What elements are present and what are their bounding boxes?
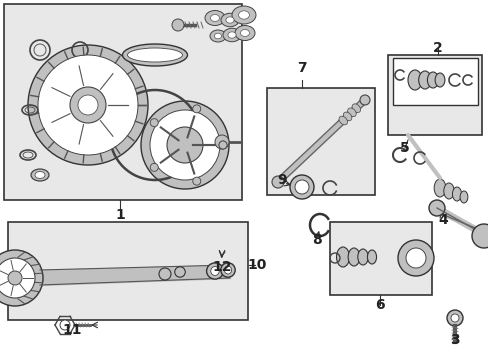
Bar [392, 58, 477, 105]
Bar [266, 88, 374, 195]
Circle shape [0, 258, 35, 298]
Text: 10: 10 [247, 258, 266, 272]
Circle shape [192, 177, 201, 185]
Text: 9: 9 [277, 173, 286, 187]
Circle shape [172, 19, 183, 31]
Circle shape [219, 141, 226, 149]
Ellipse shape [127, 48, 182, 62]
Ellipse shape [227, 32, 236, 38]
Circle shape [450, 314, 458, 322]
Ellipse shape [433, 179, 445, 197]
Text: 12: 12 [212, 260, 231, 274]
Ellipse shape [343, 112, 351, 121]
Ellipse shape [35, 171, 45, 179]
Ellipse shape [347, 108, 355, 117]
Ellipse shape [238, 11, 249, 19]
Circle shape [150, 163, 158, 171]
Circle shape [78, 95, 98, 115]
Circle shape [471, 224, 488, 248]
Circle shape [289, 175, 313, 199]
Circle shape [215, 135, 228, 149]
Ellipse shape [214, 33, 221, 39]
Ellipse shape [357, 249, 367, 265]
Ellipse shape [347, 248, 359, 266]
Circle shape [8, 271, 22, 285]
Text: 11: 11 [62, 323, 81, 337]
Ellipse shape [159, 268, 171, 280]
Ellipse shape [240, 30, 249, 36]
Circle shape [219, 141, 226, 149]
Ellipse shape [209, 30, 225, 42]
Ellipse shape [427, 72, 438, 88]
Text: 6: 6 [374, 298, 384, 312]
Bar [387, 55, 481, 135]
Circle shape [141, 101, 228, 189]
Ellipse shape [235, 26, 254, 40]
Ellipse shape [225, 17, 234, 23]
Ellipse shape [210, 266, 219, 275]
Ellipse shape [221, 13, 239, 27]
Circle shape [271, 176, 284, 188]
Circle shape [70, 87, 106, 123]
Ellipse shape [221, 263, 235, 277]
Ellipse shape [31, 169, 49, 181]
Text: 5: 5 [399, 141, 409, 155]
Circle shape [60, 320, 70, 330]
Bar [329, 222, 431, 295]
Ellipse shape [122, 44, 187, 66]
Circle shape [294, 180, 308, 194]
Ellipse shape [174, 267, 185, 277]
Circle shape [167, 127, 203, 163]
Ellipse shape [336, 247, 349, 267]
Circle shape [150, 119, 158, 127]
Ellipse shape [366, 250, 376, 264]
Text: 7: 7 [297, 61, 306, 75]
Ellipse shape [351, 104, 360, 113]
Ellipse shape [451, 187, 461, 201]
Bar [8, 222, 247, 320]
Ellipse shape [206, 263, 223, 279]
Circle shape [359, 95, 369, 105]
Circle shape [28, 45, 148, 165]
Ellipse shape [231, 6, 256, 24]
Circle shape [446, 310, 462, 326]
Ellipse shape [443, 183, 453, 199]
Circle shape [0, 250, 43, 306]
Circle shape [405, 248, 425, 268]
Circle shape [428, 200, 444, 216]
Text: 8: 8 [311, 233, 321, 247]
Ellipse shape [223, 28, 241, 42]
Circle shape [192, 105, 201, 113]
Text: 4: 4 [437, 213, 447, 227]
Ellipse shape [418, 71, 430, 89]
Ellipse shape [338, 116, 347, 125]
Ellipse shape [407, 70, 421, 90]
Text: 2: 2 [432, 41, 442, 55]
Circle shape [38, 55, 138, 155]
Circle shape [150, 110, 220, 180]
Circle shape [397, 240, 433, 276]
Ellipse shape [224, 266, 231, 274]
Bar [4, 4, 242, 200]
Text: 3: 3 [449, 333, 459, 347]
Ellipse shape [204, 10, 224, 26]
Ellipse shape [210, 14, 219, 22]
Text: 1: 1 [115, 208, 124, 222]
Ellipse shape [434, 73, 444, 87]
Ellipse shape [459, 191, 467, 203]
